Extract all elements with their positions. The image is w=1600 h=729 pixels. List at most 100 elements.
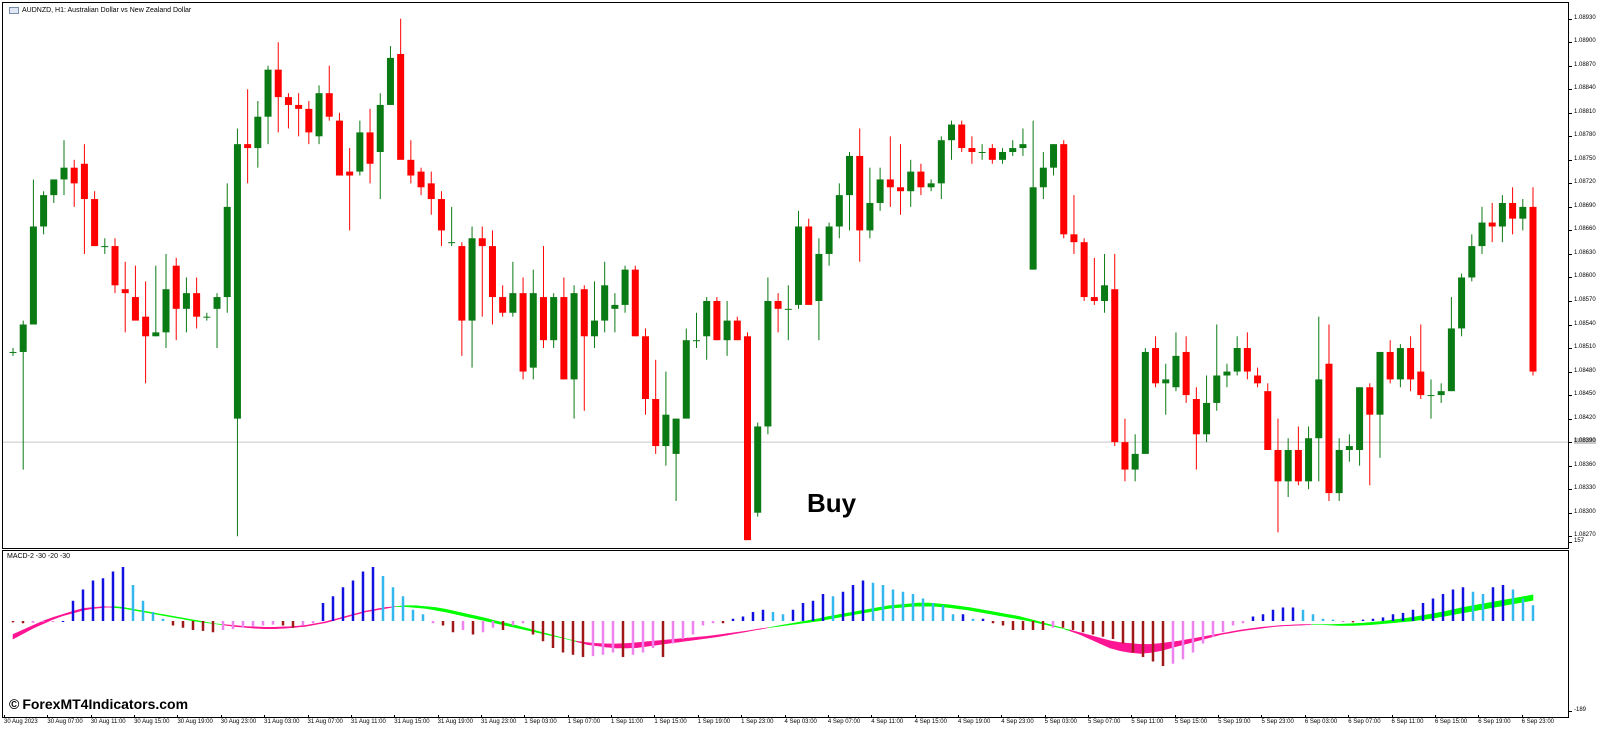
candle <box>621 265 629 313</box>
macd-cloud-segment <box>999 612 1010 618</box>
macd-cloud-segment <box>1341 623 1353 626</box>
candlestick-chart[interactable] <box>3 3 1568 548</box>
candle-body <box>213 297 221 309</box>
candle <box>672 418 680 501</box>
candle-body <box>682 340 690 419</box>
candle-body <box>1498 202 1506 227</box>
candle <box>203 312 211 321</box>
macd-cloud-segment <box>1351 622 1363 626</box>
candle-body <box>499 297 507 313</box>
macd-cloud-segment <box>173 616 185 620</box>
candle-body <box>1325 363 1333 494</box>
candle-body <box>1141 351 1149 454</box>
candle-body <box>335 120 343 176</box>
candle-body <box>233 144 241 419</box>
candle <box>968 136 976 164</box>
candle-body <box>417 171 425 188</box>
macd-indicator-pane[interactable]: MACD-2 -30 -20 -30 © ForexMT4Indicators.… <box>2 550 1569 718</box>
watermark-text: ForexMT4Indicators.com <box>22 696 189 712</box>
candle-body <box>193 293 201 317</box>
candle <box>754 422 762 517</box>
macd-cloud-segment <box>958 605 970 611</box>
macd-cloud-segment <box>1029 618 1041 624</box>
candle-body <box>733 320 741 341</box>
candle-body <box>1509 202 1517 219</box>
macd-cloud-segment <box>1059 626 1071 632</box>
candle-body <box>1468 246 1476 278</box>
candle-body <box>1386 351 1394 380</box>
candle-body <box>1315 379 1323 439</box>
candle <box>723 300 731 356</box>
candle <box>1468 234 1476 282</box>
candle <box>223 183 231 313</box>
candle <box>1386 340 1394 384</box>
price-tick-label: 1.08360 <box>1569 461 1596 468</box>
candle-body <box>774 300 782 309</box>
price-axis[interactable]: 157 -189 1.08930 1.08900 1.08870 1.08840 1.0… <box>1568 2 1600 718</box>
candle <box>9 348 17 356</box>
candle <box>1213 324 1221 411</box>
macd-cloud-segment <box>687 636 698 642</box>
candle <box>1488 202 1496 243</box>
candle-body <box>1203 402 1211 435</box>
candle <box>397 18 405 160</box>
price-tick-label: 1.08870 <box>1569 61 1596 68</box>
candle <box>1070 195 1078 254</box>
candle <box>19 320 27 470</box>
macd-cloud-segment <box>1281 624 1292 627</box>
macd-cloud-segment <box>1361 622 1373 626</box>
candle <box>886 136 894 207</box>
macd-cloud-segment <box>697 635 708 640</box>
macd-cloud-segment <box>304 623 316 627</box>
time-tick-label: 5 Sep 23:00 <box>1261 715 1294 725</box>
candle-body <box>366 132 374 164</box>
candle <box>448 206 456 247</box>
candle <box>1254 367 1262 388</box>
macd-cloud-segment <box>505 622 517 629</box>
candle <box>1141 348 1149 454</box>
candle-body <box>1284 449 1292 482</box>
macd-cloud-segment <box>1099 637 1111 649</box>
macd-cloud-segment <box>797 620 809 625</box>
time-tick-label: 6 Sep 03:00 <box>1304 715 1338 725</box>
candle-body <box>825 226 833 254</box>
candle <box>488 230 496 325</box>
candle-body <box>509 293 517 313</box>
price-chart-pane[interactable]: AUDNZD, H1: Australian Dollar vs New Zea… <box>2 2 1569 549</box>
macd-cloud-segment <box>465 613 477 620</box>
candle-body <box>1529 206 1537 372</box>
candle-body <box>284 97 292 105</box>
candle <box>386 46 394 105</box>
candle-body <box>1182 351 1190 396</box>
candle-body <box>131 297 139 321</box>
candle <box>1294 426 1302 486</box>
candle <box>784 285 792 341</box>
macd-chart[interactable] <box>3 551 1568 717</box>
macd-cloud-segment <box>1089 635 1101 644</box>
candle-body <box>315 93 323 137</box>
candle-body <box>1254 375 1262 384</box>
time-axis[interactable]: 30 Aug 2023 30 Aug 07:00 30 Aug 11:00 30 Au… <box>0 715 1600 729</box>
candle-body <box>264 69 272 117</box>
candle-body <box>1519 206 1527 219</box>
candle <box>590 281 598 349</box>
time-tick-label: 6 Sep 19:00 <box>1478 715 1511 725</box>
time-tick-label: 31 Aug 19:00 <box>437 715 473 725</box>
candle <box>305 101 313 145</box>
macd-cloud-segment <box>42 616 54 625</box>
candle-body <box>550 297 558 341</box>
candle-body <box>101 246 109 248</box>
candle-body <box>856 155 864 231</box>
candle-body <box>948 124 956 141</box>
macd-cloud-segment <box>264 627 276 629</box>
candle-body <box>529 293 537 368</box>
candle <box>427 171 435 215</box>
candle-body <box>1417 371 1425 396</box>
macd-cloud-segment <box>455 611 467 617</box>
candle-body <box>876 179 884 203</box>
candle <box>1407 336 1415 392</box>
macd-cloud-segment <box>757 627 769 630</box>
price-tick-label: 1.08660 <box>1569 226 1596 233</box>
time-tick-label: 30 Aug 07:00 <box>47 715 83 725</box>
macd-cloud-segment <box>244 626 255 629</box>
